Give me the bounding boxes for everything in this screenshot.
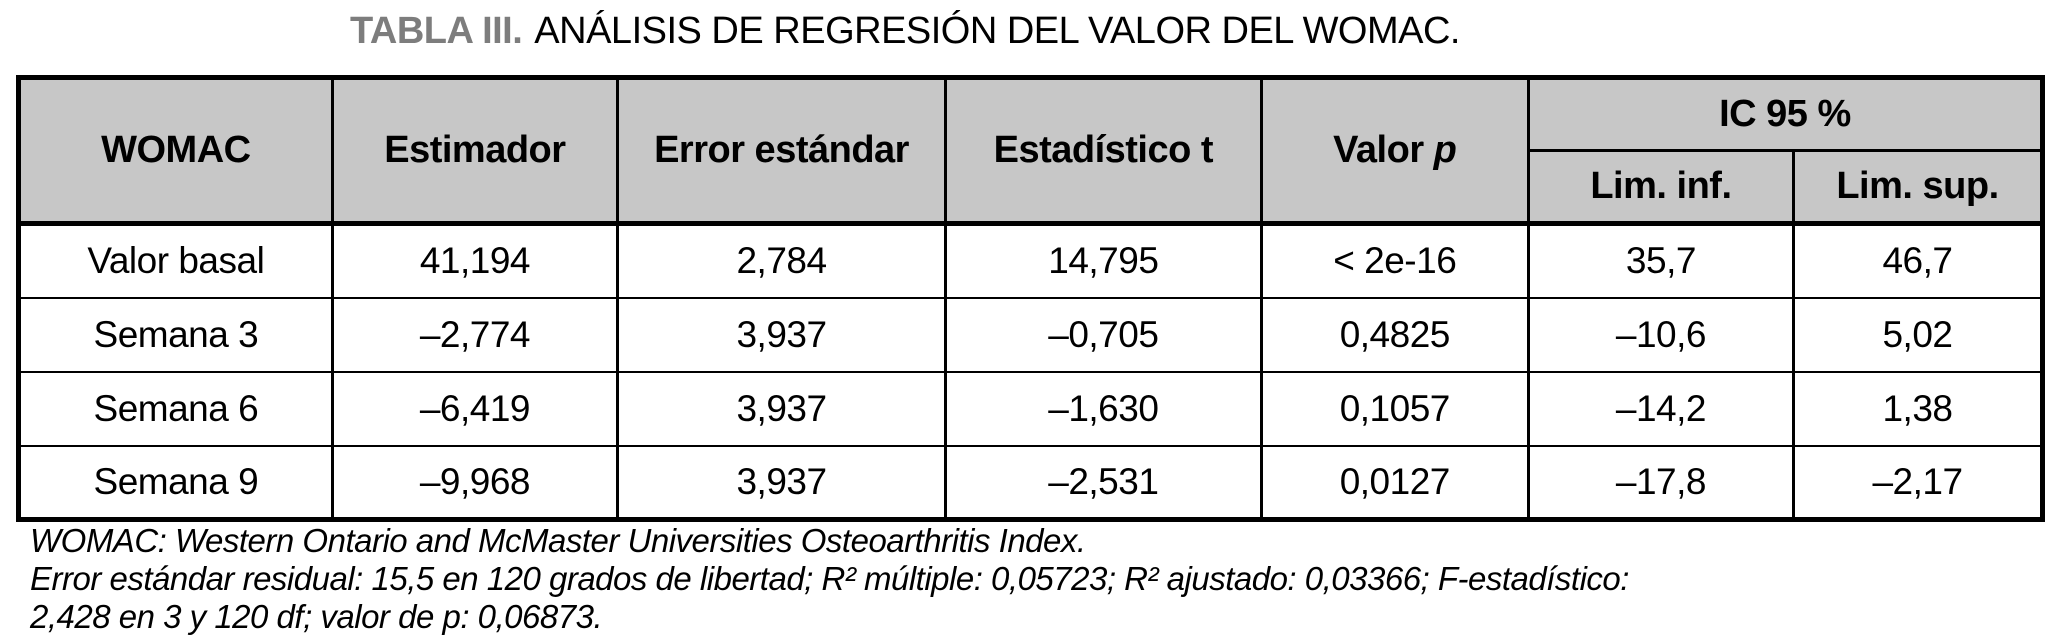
cell-lim-sup: –2,17 [1792, 444, 2044, 521]
col-header-lim-sup: Lim. sup. [1792, 149, 2044, 225]
cell-estimador: –9,968 [330, 444, 620, 521]
valor-p-variable: p [1433, 129, 1457, 171]
table-title: TABLA III. ANÁLISIS DE REGRESIÓN DEL VALO… [0, 10, 1810, 53]
cell-lim-sup: 1,38 [1792, 370, 2044, 447]
cell-estadistico-t: 14,795 [943, 221, 1263, 299]
table-header: WOMAC Estimador Error estándar Estadísti… [17, 76, 2045, 225]
regression-table: WOMAC Estimador Error estándar Estadísti… [16, 75, 2045, 522]
footnote-abbreviation: WOMAC: Western Ontario and McMaster Univ… [30, 522, 1086, 559]
cell-error-estandar: 3,937 [616, 370, 947, 447]
cell-lim-inf: –17,8 [1526, 444, 1796, 521]
cell-womac: Semana 6 [17, 370, 334, 447]
cell-valor-p: < 2e-16 [1259, 221, 1530, 299]
cell-estimador: –2,774 [330, 296, 620, 373]
cell-estimador: –6,419 [330, 370, 620, 447]
cell-lim-inf: 35,7 [1526, 221, 1796, 299]
cell-estimador: 41,194 [330, 221, 620, 299]
table-row-valor-basal: Valor basal 41,194 2,784 14,795 < 2e-16 … [17, 221, 2044, 299]
cell-valor-p: 0,0127 [1259, 444, 1530, 521]
cell-lim-sup: 46,7 [1792, 221, 2044, 299]
table-title-number: TABLA III. [349, 10, 523, 52]
cell-estadistico-t: –1,630 [943, 370, 1263, 447]
table-row-semana-9: Semana 9 –9,968 3,937 –2,531 0,0127 –17,… [17, 444, 2044, 521]
footnote-model-stats-2: 2,428 en 3 y 120 df; valor de p: 0,06873… [30, 598, 603, 635]
cell-valor-p: 0,4825 [1259, 296, 1530, 373]
cell-error-estandar: 3,937 [616, 296, 947, 373]
col-header-womac: WOMAC [17, 76, 334, 225]
table-row-semana-3: Semana 3 –2,774 3,937 –0,705 0,4825 –10,… [17, 296, 2044, 373]
cell-lim-sup: 5,02 [1792, 296, 2044, 373]
cell-lim-inf: –14,2 [1526, 370, 1796, 447]
table-footnotes: WOMAC: Western Ontario and McMaster Univ… [30, 522, 2040, 636]
header-row-1: WOMAC Estimador Error estándar Estadísti… [17, 76, 2045, 225]
col-header-ic95: IC 95 % [1526, 76, 2045, 152]
cell-error-estandar: 3,937 [616, 444, 947, 521]
table-body: Valor basal 41,194 2,784 14,795 < 2e-16 … [17, 221, 2044, 521]
cell-lim-inf: –10,6 [1526, 296, 1796, 373]
cell-estadistico-t: –2,531 [943, 444, 1263, 521]
col-header-estimador: Estimador [330, 76, 620, 225]
header-row-2: Lim. inf. Lim. sup. [19, 149, 2044, 225]
col-header-valor-p: Valor p [1259, 76, 1530, 225]
cell-womac: Semana 3 [17, 296, 334, 373]
cell-womac: Valor basal [17, 221, 334, 299]
table-row-semana-6: Semana 6 –6,419 3,937 –1,630 0,1057 –14,… [17, 370, 2044, 447]
footnote-model-stats-1: Error estándar residual: 15,5 en 120 gra… [30, 560, 1629, 597]
cell-womac: Semana 9 [17, 444, 334, 521]
col-header-estadistico-t: Estadístico t [943, 76, 1263, 225]
table-title-text: ANÁLISIS DE REGRESIÓN DEL VALOR DEL WOMA… [534, 10, 1460, 52]
col-header-error-estandar: Error estándar [616, 76, 947, 225]
valor-p-prefix: Valor [1333, 129, 1434, 171]
cell-error-estandar: 2,784 [616, 221, 947, 299]
cell-estadistico-t: –0,705 [943, 296, 1263, 373]
cell-valor-p: 0,1057 [1259, 370, 1530, 447]
col-header-lim-inf: Lim. inf. [1526, 149, 1796, 225]
